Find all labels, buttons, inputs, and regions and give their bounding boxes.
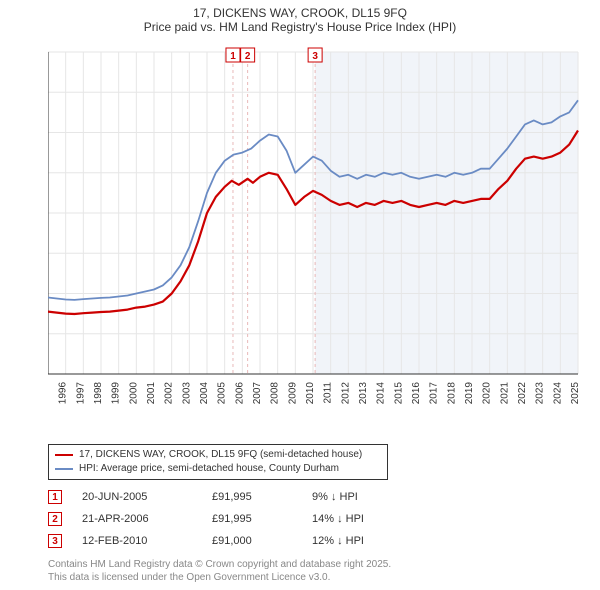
transaction-delta: 12% ↓ HPI — [312, 535, 412, 547]
svg-text:2012: 2012 — [340, 382, 351, 405]
legend-swatch — [55, 454, 73, 457]
svg-text:2017: 2017 — [429, 382, 440, 405]
svg-text:2015: 2015 — [393, 382, 404, 405]
title-line1: 17, DICKENS WAY, CROOK, DL15 9FQ — [10, 6, 590, 20]
footer-line1: Contains HM Land Registry data © Crown c… — [48, 558, 391, 571]
svg-text:2024: 2024 — [552, 382, 563, 405]
legend-label: HPI: Average price, semi-detached house,… — [79, 462, 339, 476]
transaction-marker: 3 — [48, 534, 62, 548]
svg-text:1995: 1995 — [48, 382, 51, 405]
svg-text:2014: 2014 — [376, 382, 387, 405]
svg-text:3: 3 — [312, 51, 318, 62]
svg-text:2004: 2004 — [199, 382, 210, 405]
legend-swatch — [55, 468, 73, 471]
svg-text:1998: 1998 — [93, 382, 104, 405]
transaction-price: £91,995 — [212, 513, 312, 525]
legend-row: HPI: Average price, semi-detached house,… — [55, 462, 381, 476]
svg-text:2008: 2008 — [270, 382, 281, 405]
svg-text:2007: 2007 — [252, 382, 263, 405]
svg-text:1: 1 — [230, 51, 236, 62]
svg-text:2003: 2003 — [181, 382, 192, 405]
svg-text:2018: 2018 — [446, 382, 457, 405]
transaction-delta: 9% ↓ HPI — [312, 491, 412, 503]
svg-text:2020: 2020 — [482, 382, 493, 405]
svg-text:2013: 2013 — [358, 382, 369, 405]
legend: 17, DICKENS WAY, CROOK, DL15 9FQ (semi-d… — [48, 444, 388, 480]
transactions-table: 1 20-JUN-2005£91,9959% ↓ HPI 2 21-APR-2006£… — [48, 486, 412, 552]
transaction-row: 3 12-FEB-2010£91,00012% ↓ HPI — [48, 530, 412, 552]
svg-text:2009: 2009 — [287, 382, 298, 405]
transaction-price: £91,995 — [212, 491, 312, 503]
svg-text:2005: 2005 — [217, 382, 228, 405]
transaction-date: 12-FEB-2010 — [82, 535, 212, 547]
svg-text:1996: 1996 — [58, 382, 69, 405]
legend-row: 17, DICKENS WAY, CROOK, DL15 9FQ (semi-d… — [55, 448, 381, 462]
svg-text:2010: 2010 — [305, 382, 316, 405]
svg-text:1999: 1999 — [111, 382, 122, 405]
svg-text:2: 2 — [245, 51, 251, 62]
footer-line2: This data is licensed under the Open Gov… — [48, 571, 391, 584]
transaction-marker: 1 — [48, 490, 62, 504]
transaction-date: 21-APR-2006 — [82, 513, 212, 525]
svg-text:2011: 2011 — [323, 382, 334, 404]
transaction-row: 1 20-JUN-2005£91,9959% ↓ HPI — [48, 486, 412, 508]
transaction-date: 20-JUN-2005 — [82, 491, 212, 503]
svg-text:2016: 2016 — [411, 382, 422, 405]
transaction-row: 2 21-APR-2006£91,99514% ↓ HPI — [48, 508, 412, 530]
title-line2: Price paid vs. HM Land Registry's House … — [10, 20, 590, 34]
svg-text:2025: 2025 — [570, 382, 581, 405]
legend-label: 17, DICKENS WAY, CROOK, DL15 9FQ (semi-d… — [79, 448, 362, 462]
svg-text:2001: 2001 — [146, 382, 157, 405]
transaction-price: £91,000 — [212, 535, 312, 547]
price-chart: £0£20K£40K£60K£80K£100K£120K£140K£160K19… — [48, 44, 588, 414]
svg-text:2019: 2019 — [464, 382, 475, 405]
svg-text:2023: 2023 — [535, 382, 546, 405]
svg-text:2006: 2006 — [234, 382, 245, 405]
svg-text:2000: 2000 — [128, 382, 139, 405]
svg-text:1997: 1997 — [75, 382, 86, 405]
footer-attribution: Contains HM Land Registry data © Crown c… — [48, 558, 391, 584]
svg-text:2021: 2021 — [499, 382, 510, 405]
svg-text:2002: 2002 — [164, 382, 175, 405]
svg-text:2022: 2022 — [517, 382, 528, 405]
transaction-marker: 2 — [48, 512, 62, 526]
transaction-delta: 14% ↓ HPI — [312, 513, 412, 525]
